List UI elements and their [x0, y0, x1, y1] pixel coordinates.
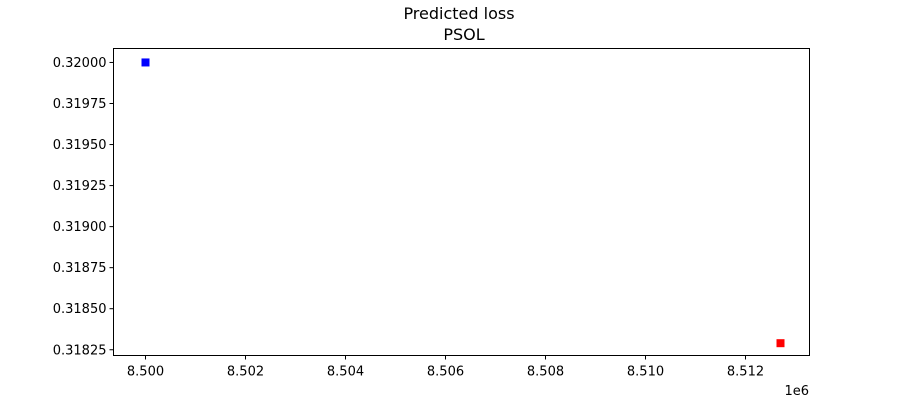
x-tick-label: 8.508: [527, 365, 564, 380]
chart-title: Predicted loss: [403, 4, 514, 23]
x-tick-label: 8.500: [127, 365, 164, 380]
data-points: [141, 58, 785, 348]
x-tick-label: 8.510: [627, 365, 664, 380]
x-tick-label: 8.506: [427, 365, 464, 380]
plot-frame: [113, 48, 810, 356]
x-tick-label: 8.502: [227, 365, 264, 380]
x-axis-ticks: 8.500 8.502 8.504 8.506 8.508 8.510 8.512: [127, 355, 764, 380]
y-tick-label: 0.31875: [53, 261, 107, 276]
data-point: [141, 58, 150, 67]
y-tick-label: 0.31975: [53, 97, 107, 112]
x-offset-label: 1e6: [784, 384, 809, 399]
y-tick-label: 0.31900: [53, 220, 107, 235]
y-tick-label: 0.31925: [53, 179, 107, 194]
y-tick-label: 0.31825: [53, 343, 107, 358]
y-tick-label: 0.32000: [53, 56, 107, 71]
x-tick-label: 8.512: [727, 365, 764, 380]
data-point: [776, 339, 785, 348]
y-tick-label: 0.31950: [53, 138, 107, 153]
y-axis-ticks: 0.32000 0.31975 0.31950 0.31925 0.31900 0.318…: [53, 56, 114, 358]
chart-subtitle: PSOL: [443, 25, 484, 44]
x-tick-label: 8.504: [327, 365, 364, 380]
y-tick-label: 0.31850: [53, 302, 107, 317]
